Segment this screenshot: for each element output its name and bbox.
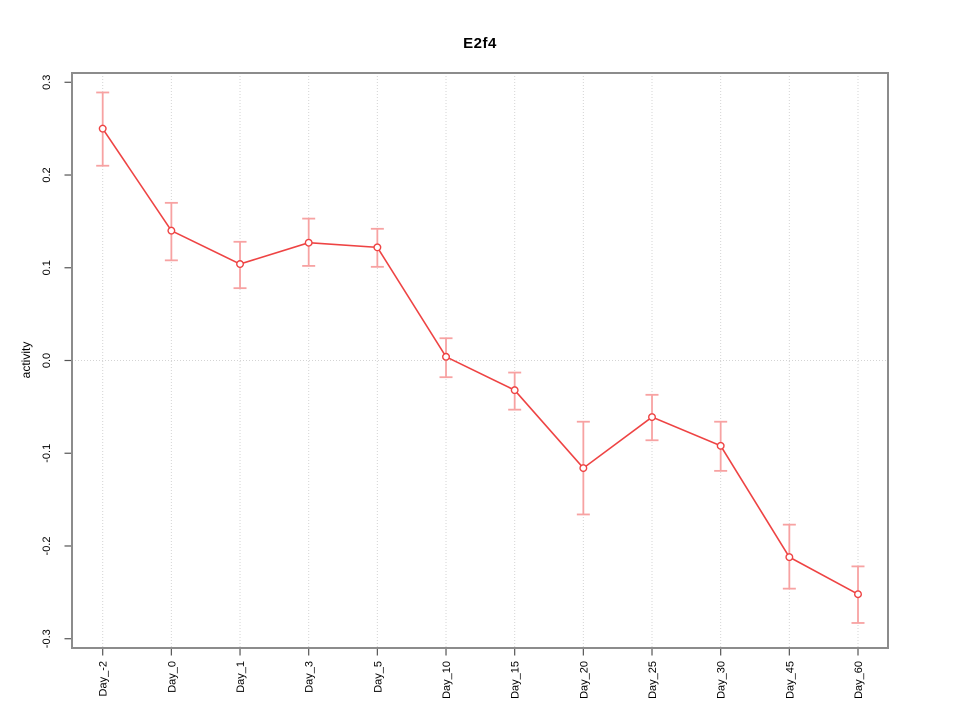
x-tick-label: Day_45 bbox=[784, 661, 796, 699]
x-tick-label: Day_25 bbox=[647, 661, 659, 699]
gridlines bbox=[72, 73, 888, 648]
y-axis-label: activity bbox=[19, 342, 33, 379]
plot-border bbox=[71, 72, 889, 649]
x-tick-label: Day_0 bbox=[166, 661, 178, 693]
data-point bbox=[98, 124, 107, 133]
y-tick-label: 0.2 bbox=[41, 167, 53, 182]
y-tick-label: -0.3 bbox=[41, 629, 53, 648]
series-layer bbox=[96, 91, 865, 624]
series-line bbox=[102, 128, 859, 595]
y-tick-label: 0.3 bbox=[41, 75, 53, 90]
x-tick-label: Day_10 bbox=[441, 661, 453, 699]
data-point bbox=[579, 464, 588, 473]
data-point bbox=[304, 238, 313, 247]
x-tick-label: Day_5 bbox=[372, 661, 384, 693]
x-tick-label: Day_30 bbox=[716, 661, 728, 699]
data-point bbox=[854, 590, 863, 599]
x-tick-label: Day_60 bbox=[853, 661, 865, 699]
y-tick-label: -0.2 bbox=[41, 536, 53, 555]
data-point bbox=[716, 441, 725, 450]
data-point bbox=[785, 553, 794, 562]
y-tick-label: 0.0 bbox=[41, 353, 53, 368]
data-point bbox=[510, 386, 519, 395]
data-point bbox=[236, 260, 245, 269]
data-point bbox=[373, 243, 382, 252]
x-tick-label: Day_1 bbox=[235, 661, 247, 693]
x-tick-label: Day_3 bbox=[304, 661, 316, 693]
x-tick-label: Day_20 bbox=[578, 661, 590, 699]
y-tick-label: 0.1 bbox=[41, 260, 53, 275]
data-point bbox=[442, 352, 451, 361]
chart-title: E2f4 bbox=[463, 35, 497, 52]
data-point bbox=[167, 226, 176, 235]
y-tick-label: -0.1 bbox=[41, 444, 53, 463]
axes: 0.3 0.2 0.1 0.0 -0.1 -0.2 -0.3 Day_-2 Day_0 Day_1… bbox=[41, 75, 865, 699]
x-tick-label: Day_-2 bbox=[98, 661, 110, 696]
x-tick-label: Day_15 bbox=[510, 661, 522, 699]
data-point bbox=[648, 413, 657, 422]
